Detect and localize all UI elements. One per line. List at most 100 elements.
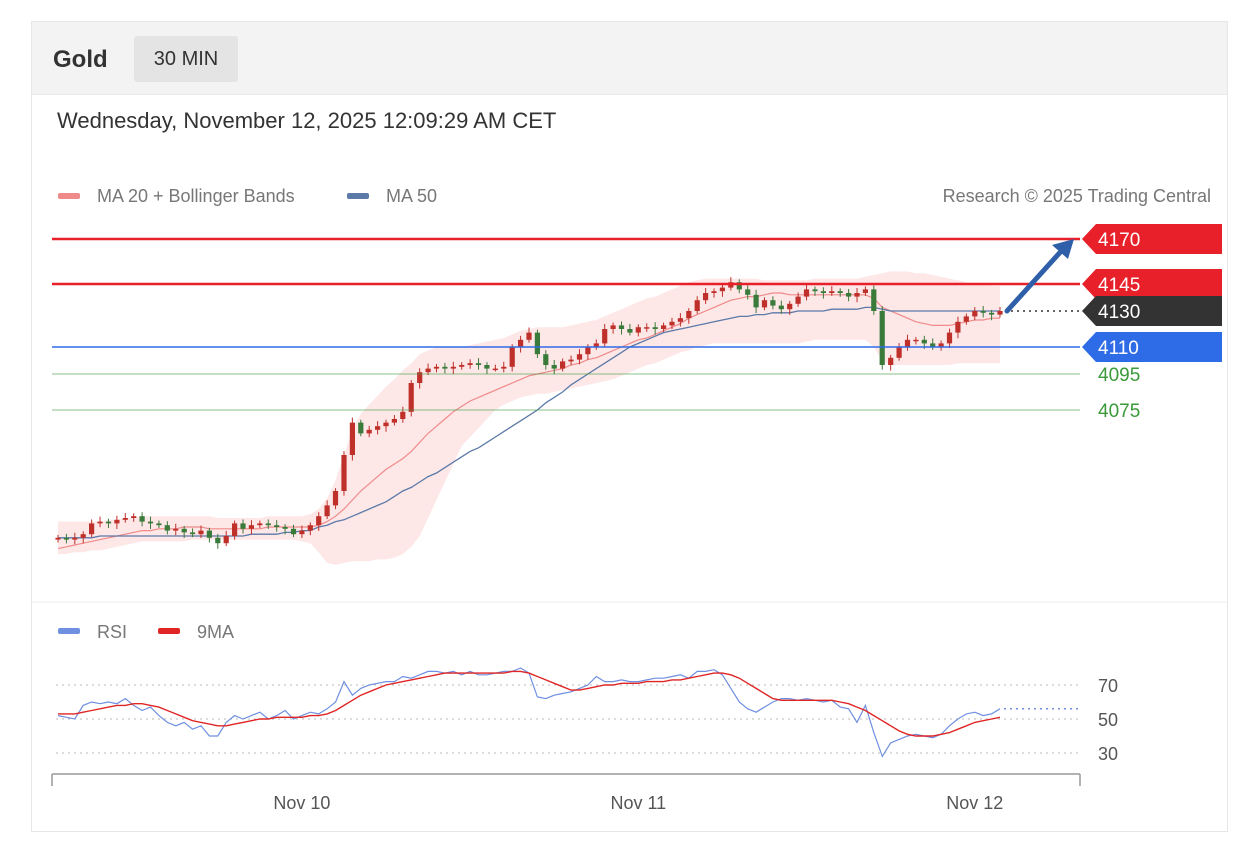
candle [795, 292, 801, 307]
candle [703, 287, 709, 304]
candle [576, 349, 583, 365]
candle [366, 425, 372, 438]
level-4095: 4095 [52, 365, 1140, 386]
candle [879, 305, 885, 370]
candle [812, 286, 818, 296]
candle [686, 308, 692, 324]
candle [257, 520, 263, 529]
candle [930, 338, 936, 350]
candle [181, 525, 187, 538]
candle [105, 518, 112, 529]
candle [122, 512, 128, 523]
level-tag [1082, 296, 1222, 326]
x-tick-label: Nov 12 [946, 793, 1003, 813]
rsi-ma-legend-label: 9MA [197, 622, 234, 642]
candle [282, 524, 288, 535]
candle [240, 519, 246, 534]
candle [551, 359, 557, 375]
candle [383, 419, 389, 432]
candle [400, 406, 406, 423]
level-label: 4130 [1098, 302, 1140, 323]
candle [888, 354, 894, 371]
rsi-legend-label: RSI [97, 622, 127, 642]
candle [89, 519, 95, 538]
candle [114, 515, 120, 529]
rsi-ma-line [58, 670, 1001, 737]
candle [618, 321, 625, 335]
candle [190, 528, 196, 538]
candle [55, 534, 61, 543]
candle [290, 524, 297, 538]
candle [147, 516, 154, 529]
ma20-legend-label: MA 20 + Bollinger Bands [97, 186, 295, 206]
rsi-tick-label: 50 [1098, 710, 1118, 730]
candle [156, 520, 162, 529]
price-legend: MA 20 + Bollinger Bands MA 50 Research ©… [58, 186, 1211, 206]
level-tag [1082, 224, 1222, 254]
candle [198, 525, 204, 538]
candle [425, 363, 431, 376]
level-label: 4095 [1098, 365, 1140, 386]
candle [946, 328, 953, 349]
x-tick-label: Nov 10 [273, 793, 330, 813]
candle [913, 336, 919, 345]
candle [862, 286, 868, 296]
candle [938, 340, 944, 351]
ma50-legend-swatch [347, 193, 369, 199]
candle [677, 313, 683, 327]
level-tag [1082, 269, 1222, 299]
candle [534, 329, 540, 358]
rsi-legend-swatch [58, 628, 80, 634]
rsi-tick-label: 70 [1098, 676, 1118, 696]
x-axis: Nov 10 Nov 11 Nov 12 [51, 773, 1081, 813]
candle [63, 533, 69, 544]
candle [627, 323, 633, 336]
candle [467, 359, 473, 369]
chart-header: Gold 30 MIN [32, 22, 1227, 95]
candle [274, 520, 280, 532]
timeframe-badge[interactable]: 30 MIN [134, 36, 238, 82]
level-label: 4145 [1098, 275, 1140, 296]
candle [972, 307, 978, 321]
candle [593, 339, 599, 350]
candle [80, 531, 86, 544]
candle [719, 283, 725, 297]
candle [97, 516, 103, 528]
candle [635, 324, 641, 337]
candle [164, 521, 170, 535]
rsi-ma-legend-swatch [158, 628, 180, 634]
candle [854, 287, 860, 303]
candle [459, 362, 465, 370]
candle [248, 520, 254, 535]
candle [803, 284, 810, 301]
candle [560, 358, 566, 372]
candle [871, 285, 877, 315]
candle [358, 419, 364, 437]
candle [837, 288, 843, 297]
candle [736, 279, 742, 294]
candle [232, 520, 238, 540]
level-4145: 4145 [52, 269, 1222, 299]
candle [761, 297, 768, 311]
candle [997, 307, 1003, 318]
candle [778, 300, 784, 314]
ma20-line [57, 292, 1000, 550]
candle [442, 362, 448, 374]
bollinger-band [58, 271, 1000, 565]
x-tick-label: Nov 11 [610, 793, 666, 813]
candle [652, 322, 658, 335]
ma20-legend-swatch [58, 193, 80, 199]
candle [391, 415, 397, 426]
candle [509, 344, 515, 372]
projection-arrow [1004, 239, 1074, 314]
candle [711, 288, 717, 298]
level-4130: 4130 [1005, 296, 1222, 326]
candle [787, 300, 793, 315]
level-4170: 4170 [52, 224, 1222, 254]
level-label: 4170 [1098, 230, 1140, 251]
candle [955, 316, 961, 339]
candle [518, 335, 524, 353]
research-credit: Research © 2025 Trading Central [943, 186, 1211, 206]
level-4110: 4110 [52, 332, 1222, 362]
ma50-legend-label: MA 50 [386, 186, 437, 206]
